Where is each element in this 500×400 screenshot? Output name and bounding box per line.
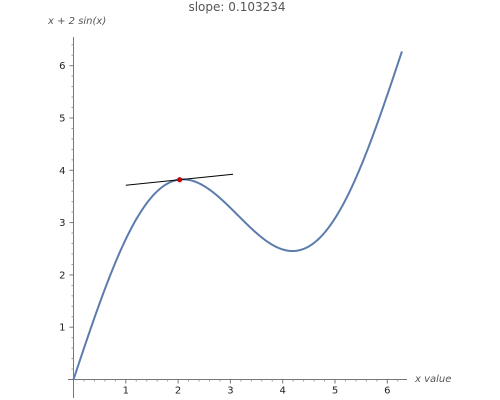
y-axis-label: x + 2 sin(x) [47,16,106,27]
chart-title: slope: 0.103234 [188,0,285,14]
y-tick-label: 5 [59,114,65,125]
y-tick-label: 4 [59,166,65,177]
x-axis-label: x value [414,374,451,385]
y-axis-ticks: 1 2 3 4 5 6 [59,44,74,370]
x-tick-label: 5 [332,386,338,397]
y-tick-label: 3 [59,218,65,229]
tangent-point [177,177,183,183]
x-tick-label: 4 [280,386,286,397]
x-axis-ticks: 1 2 3 4 5 6 [83,379,399,397]
x-tick-label: 2 [175,386,181,397]
y-tick-label: 2 [59,270,65,281]
y-tick-label: 1 [59,323,65,334]
y-tick-label: 6 [59,61,65,72]
x-tick-label: 6 [384,386,390,397]
x-tick-label: 1 [123,386,129,397]
x-tick-label: 3 [227,386,233,397]
function-curve [72,51,403,380]
